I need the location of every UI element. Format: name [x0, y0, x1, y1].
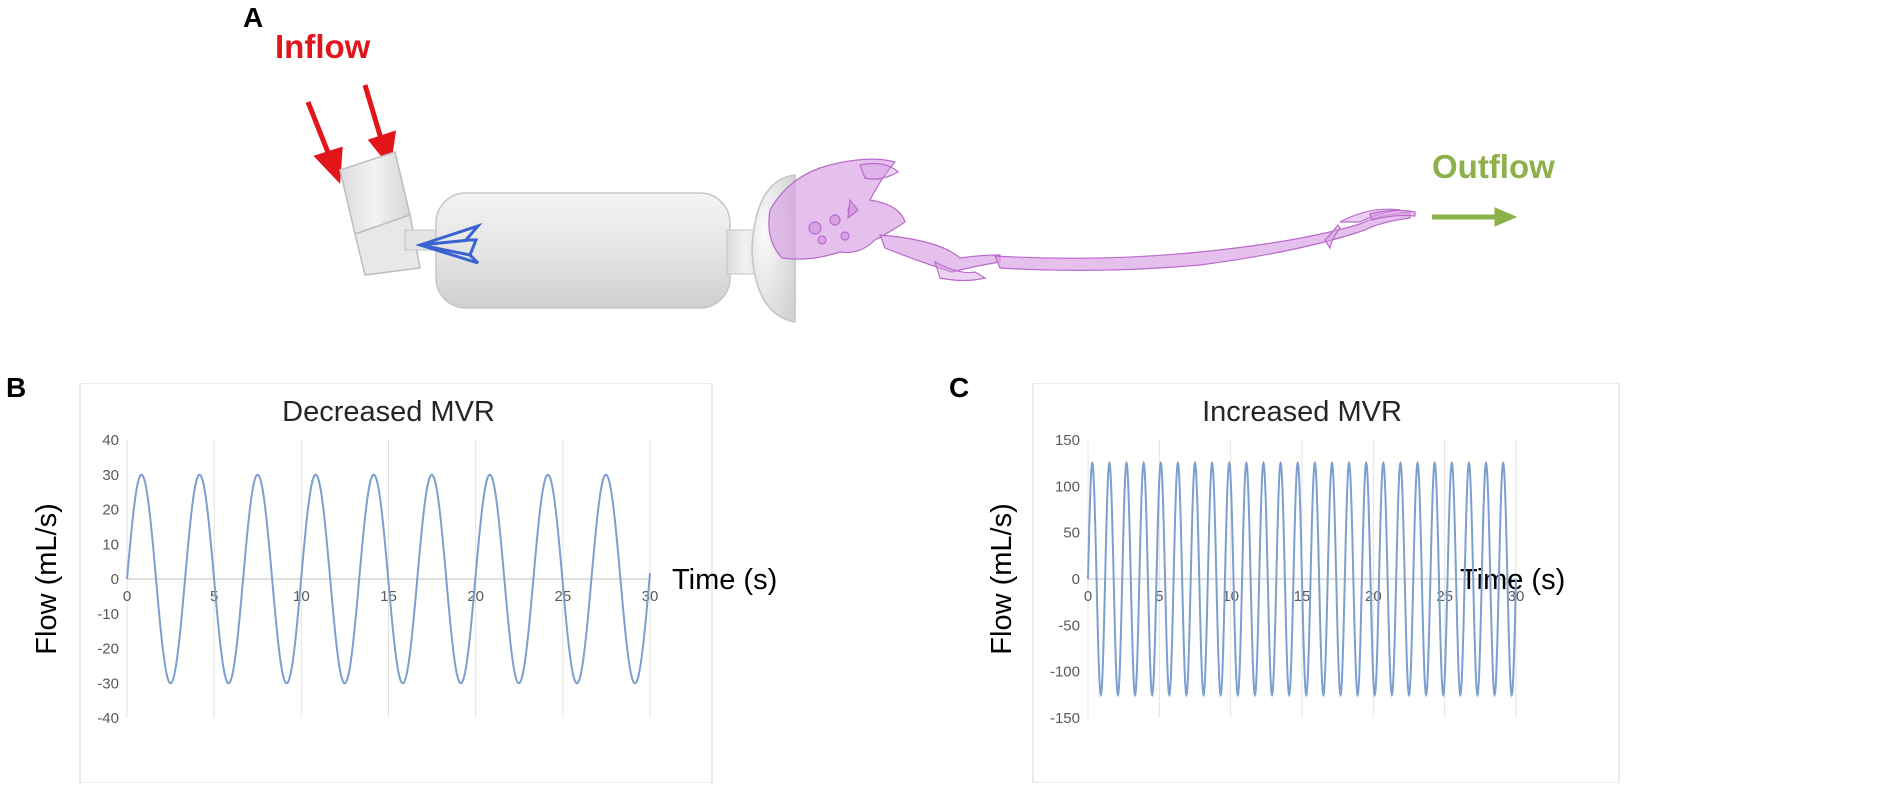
chart-c-x-tick-label-1: 5: [1155, 588, 1163, 605]
chart-b-y-tick-label-6: -20: [97, 641, 119, 658]
chart-c-series-line: [1087, 460, 1517, 698]
inflow-label: Inflow: [275, 28, 371, 65]
chart-decreased-mvr: 0 5 10 15 20 25 30 40 30 20 10 0 -10 -20 -30 -40 Decreas…: [30, 382, 946, 784]
chart-b-x-tick-label-0: 0: [123, 588, 131, 605]
chart-b-series-line: [126, 473, 651, 685]
chart-b-x-tick-label-3: 15: [380, 588, 397, 605]
chart-c-y-tick-label-6: -150: [1050, 710, 1080, 727]
chart-b-title: Decreased MVR: [282, 396, 495, 428]
chart-b-y-tick-label-3: 10: [102, 536, 119, 553]
panel-letter-b: B: [6, 372, 27, 403]
chart-b-y-tick-label-0: 40: [102, 432, 119, 449]
chart-b-y-tick-label-7: -30: [97, 675, 119, 692]
chart-c-y-tick-label-1: 100: [1055, 478, 1080, 495]
panel-letter-a: A: [243, 2, 264, 33]
chart-c-x-axis-label: Time (s): [1460, 564, 1565, 596]
airway-model-illustration: [305, 84, 1518, 323]
chart-b-frame: [79, 382, 713, 784]
chart-c-y-axis-label: Flow (mL/s): [986, 503, 1018, 654]
chart-c-svg: 0 5 10 15 20 25 30150100500-50-100-150Increase…: [986, 382, 1620, 784]
chart-b-x-tick-label-5: 25: [554, 588, 571, 605]
chart-c-y-tick-label-2: 50: [1063, 525, 1080, 542]
main-chamber: [435, 192, 731, 309]
chart-b-x-tick-label-1: 5: [210, 588, 218, 605]
chart-b-x-tick-label-6: 30: [642, 588, 659, 605]
chart-c-y-tick-label-3: 0: [1072, 571, 1080, 588]
valve-icon: [415, 222, 483, 265]
chart-c-y-tick-label-4: -50: [1058, 617, 1080, 634]
chart-c-title: Increased MVR: [1202, 396, 1402, 428]
chart-b-x-tick-label-2: 10: [293, 588, 310, 605]
chart-c-x-tick-label-0: 0: [1084, 588, 1092, 605]
chart-increased-mvr: 0 5 10 15 20 25 30 150 100 50 0 -50 -100 -150 Increase…: [985, 382, 1902, 784]
chart-b-y-tick-label-2: 20: [102, 502, 119, 519]
chart-b-x-axis-label: Time (s): [672, 564, 777, 596]
chart-b-y-tick-label-4: 0: [111, 571, 119, 588]
chart-b-y-tick-label-1: 30: [102, 467, 119, 484]
chart-c-x-tick-label-5: 25: [1436, 588, 1453, 605]
chart-b-y-tick-label-8: -40: [97, 710, 119, 727]
outflow-label: Outflow: [1432, 148, 1555, 185]
chart-b-y-axis-label: Flow (mL/s): [31, 503, 63, 654]
outflow-arrow: [1432, 207, 1518, 227]
chart-b-svg: 0 5 10 15 20 25 30403020100-10-20-30-40Decreas…: [31, 382, 777, 784]
panel-letter-c: C: [949, 372, 970, 403]
chart-c-y-tick-label-0: 150: [1055, 432, 1080, 449]
chart-b-x-tick-label-4: 20: [467, 588, 484, 605]
inlet-pipe: [339, 151, 446, 276]
chart-c-x-tick-label-4: 20: [1365, 588, 1382, 605]
inflow-arrows: [305, 84, 397, 184]
chart-c-y-tick-label-5: -100: [1050, 664, 1080, 681]
airway-geometry: [768, 158, 1416, 282]
chart-b-y-tick-label-5: -10: [97, 606, 119, 623]
